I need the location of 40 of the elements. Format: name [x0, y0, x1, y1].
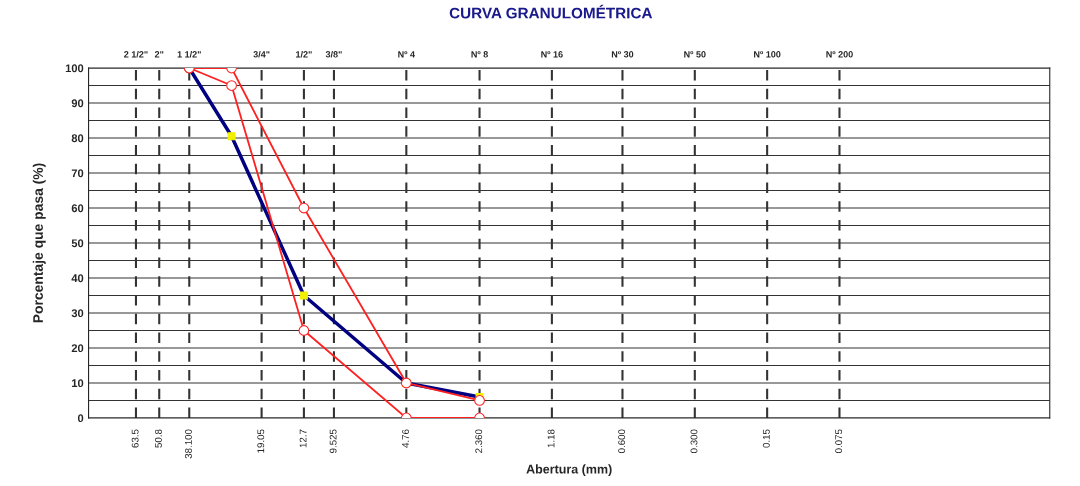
x-tick-label: 12.7 — [299, 429, 307, 448]
x-tick-label: 0.15 — [762, 429, 770, 448]
text: 1/2" — [296, 50, 312, 58]
x-tick-label: 63.5 — [131, 429, 139, 448]
text: 1 1/2" — [177, 50, 201, 58]
text: Nº 100 — [754, 51, 781, 58]
y-tick-label: 90 — [71, 99, 84, 108]
x-axis-title: Abertura (mm) — [526, 464, 612, 477]
x-tick-label: 2.360 — [475, 429, 483, 453]
text: Nº 4 — [398, 51, 415, 58]
x-tick-label: 4.76 — [402, 429, 409, 448]
x-tick-label: 38.100 — [184, 429, 192, 459]
x-tick-label: 1.18 — [547, 429, 555, 448]
y-tick-label: 20 — [71, 344, 84, 353]
y-tick-label: 100 — [65, 64, 84, 73]
y-tick-label: 50 — [71, 239, 84, 248]
x-tick-label: 0.300 — [690, 429, 698, 454]
text: 2 1/2" — [124, 50, 148, 58]
x-tick-label: 0.075 — [835, 429, 843, 454]
x-tick-label: 19.05 — [257, 429, 265, 453]
text: Nº 8 — [471, 51, 488, 58]
chart-title: CURVA GRANULOMÉTRICA — [449, 4, 653, 19]
x-tick-label: 50.8 — [154, 429, 162, 448]
y-tick-label: 60 — [71, 204, 84, 213]
text: Nº 30 — [611, 51, 634, 58]
y-tick-label: 30 — [71, 309, 84, 318]
text: Nº 16 — [541, 51, 563, 58]
y-tick-label: 0 — [77, 414, 84, 423]
text: 3/4" — [253, 50, 270, 58]
y-tick-label: 70 — [71, 169, 84, 178]
y-tick-label: 80 — [71, 134, 84, 143]
y-axis-title: Porcentaje que pasa (%) — [32, 163, 46, 323]
text: Nº 50 — [684, 51, 706, 58]
y-tick-label: 10 — [72, 379, 84, 388]
x-tick-label: 0.600 — [618, 429, 626, 454]
text: 3/8" — [325, 50, 342, 58]
text: 2" — [154, 51, 164, 58]
y-tick-label: 40 — [71, 274, 84, 283]
x-tick-label: 9.525 — [329, 429, 337, 453]
text: Nº 200 — [826, 51, 853, 58]
